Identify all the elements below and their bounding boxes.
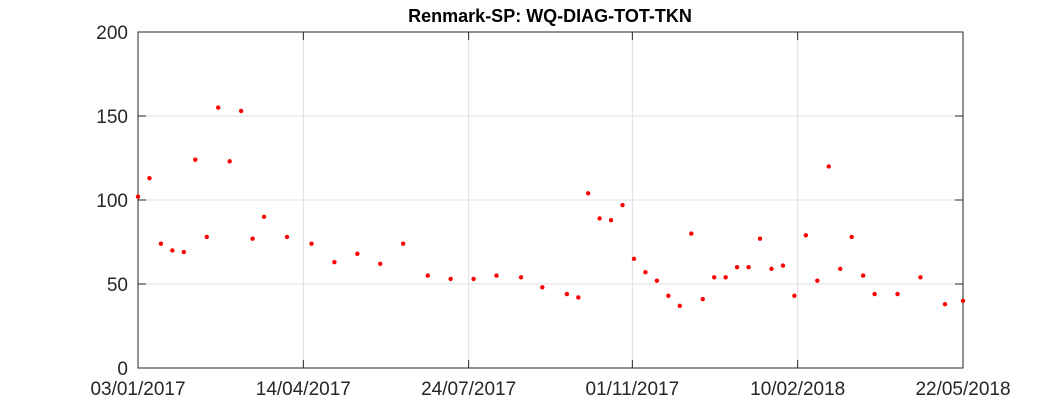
data-point — [284, 234, 290, 240]
data-point — [585, 191, 591, 196]
data-point — [700, 296, 705, 302]
data-point — [471, 276, 476, 282]
data-point — [378, 261, 383, 267]
data-point — [135, 194, 141, 199]
data-point — [448, 276, 453, 282]
y-tick-label: 200 — [96, 23, 128, 44]
data-point — [803, 233, 809, 238]
data-point — [631, 256, 637, 261]
chart-title: Renmark-SP: WQ-DIAG-TOT-TKN — [408, 6, 692, 26]
data-point — [425, 273, 430, 278]
data-point — [400, 241, 406, 246]
data-point — [193, 157, 198, 162]
data-point — [769, 266, 774, 272]
data-point — [780, 263, 786, 268]
data-point — [689, 231, 694, 236]
data-point — [723, 275, 728, 280]
data-point — [147, 175, 152, 181]
data-point — [332, 259, 337, 265]
data-point — [564, 291, 570, 297]
x-tick-label: 01/11/2017 — [586, 379, 680, 400]
x-tick-label: 03/01/2017 — [90, 379, 185, 400]
data-point — [711, 275, 717, 280]
data-point — [860, 273, 866, 278]
data-point — [757, 236, 763, 241]
data-point — [261, 214, 267, 219]
data-point — [170, 248, 175, 253]
data-point — [355, 251, 360, 256]
data-point — [654, 278, 660, 283]
data-point — [597, 216, 602, 221]
data-point — [216, 105, 221, 110]
data-point — [746, 265, 751, 270]
data-point — [238, 108, 244, 114]
data-point — [643, 270, 648, 275]
data-point — [734, 265, 740, 270]
y-tick-label: 0 — [117, 359, 128, 380]
x-tick-label: 24/07/2017 — [421, 379, 516, 400]
y-tick-label: 100 — [96, 191, 128, 212]
data-point — [942, 301, 948, 307]
data-points — [135, 105, 966, 309]
data-point — [608, 217, 614, 223]
data-point — [918, 275, 923, 280]
data-point — [838, 266, 843, 272]
data-point — [250, 236, 255, 241]
x-tick-label: 14/04/2017 — [256, 379, 351, 400]
x-tick-label: 22/05/2018 — [915, 379, 1010, 400]
data-point — [227, 159, 232, 164]
axis-ticks — [137, 31, 964, 369]
data-point — [677, 303, 683, 309]
data-point — [960, 298, 966, 303]
data-point — [576, 295, 581, 300]
data-point — [204, 234, 209, 240]
x-tick-label: 10/02/2018 — [750, 379, 845, 400]
data-point — [849, 234, 854, 240]
data-point — [494, 273, 499, 278]
data-point — [181, 249, 187, 255]
data-point — [540, 285, 545, 290]
grid-lines — [138, 32, 963, 368]
data-point — [792, 293, 797, 298]
data-point — [895, 291, 900, 297]
data-point — [158, 241, 164, 246]
data-point — [872, 291, 877, 297]
data-point — [620, 202, 625, 208]
data-point — [309, 241, 314, 246]
data-point — [666, 293, 671, 298]
axis-tick-labels: 0 50 100 150 200 03/01/2017 14/04/2017 24/07/20… — [90, 23, 1010, 400]
y-tick-label: 50 — [107, 275, 128, 296]
data-point — [518, 275, 524, 280]
y-tick-label: 150 — [96, 107, 128, 128]
data-point — [826, 164, 831, 169]
data-point — [815, 278, 820, 283]
